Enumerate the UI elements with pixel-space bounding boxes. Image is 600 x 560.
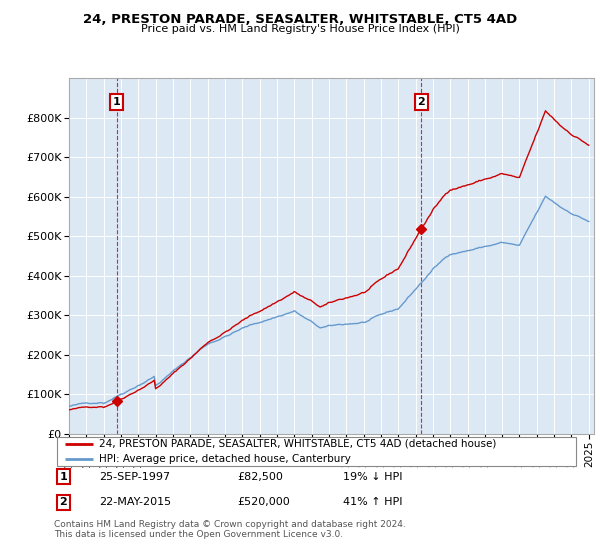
Text: 2: 2 bbox=[59, 497, 67, 507]
Text: 2: 2 bbox=[418, 97, 425, 107]
Text: 24, PRESTON PARADE, SEASALTER, WHITSTABLE, CT5 4AD: 24, PRESTON PARADE, SEASALTER, WHITSTABL… bbox=[83, 13, 517, 26]
Text: Contains HM Land Registry data © Crown copyright and database right 2024.
This d: Contains HM Land Registry data © Crown c… bbox=[54, 520, 406, 539]
Text: 41% ↑ HPI: 41% ↑ HPI bbox=[343, 497, 402, 507]
Text: Price paid vs. HM Land Registry's House Price Index (HPI): Price paid vs. HM Land Registry's House … bbox=[140, 24, 460, 34]
Text: 19% ↓ HPI: 19% ↓ HPI bbox=[343, 472, 402, 482]
Text: 1: 1 bbox=[59, 472, 67, 482]
Text: 22-MAY-2015: 22-MAY-2015 bbox=[98, 497, 171, 507]
Text: 25-SEP-1997: 25-SEP-1997 bbox=[98, 472, 170, 482]
Text: 24, PRESTON PARADE, SEASALTER, WHITSTABLE, CT5 4AD (detached house): 24, PRESTON PARADE, SEASALTER, WHITSTABL… bbox=[98, 439, 496, 449]
Text: £520,000: £520,000 bbox=[238, 497, 290, 507]
Text: £82,500: £82,500 bbox=[238, 472, 284, 482]
FancyBboxPatch shape bbox=[56, 437, 576, 466]
Text: 1: 1 bbox=[113, 97, 121, 107]
Text: HPI: Average price, detached house, Canterbury: HPI: Average price, detached house, Cant… bbox=[98, 454, 350, 464]
